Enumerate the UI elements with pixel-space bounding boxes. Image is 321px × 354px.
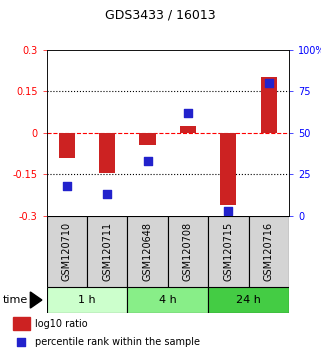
Bar	[208, 216, 248, 287]
Text: GSM120715: GSM120715	[223, 222, 233, 281]
Bar	[208, 287, 289, 313]
Text: GSM120711: GSM120711	[102, 222, 112, 281]
Point	[185, 110, 190, 116]
Point	[105, 192, 110, 197]
Polygon shape	[30, 292, 42, 308]
Bar	[13, 317, 30, 330]
Bar	[87, 216, 127, 287]
Point	[266, 80, 271, 86]
Text: GSM120708: GSM120708	[183, 222, 193, 281]
Bar	[261, 77, 277, 133]
Text: time: time	[3, 295, 29, 305]
Bar	[248, 216, 289, 287]
Text: 24 h: 24 h	[236, 295, 261, 305]
Text: GSM120648: GSM120648	[143, 222, 152, 281]
Bar	[180, 126, 196, 133]
Bar	[220, 133, 236, 205]
Point	[226, 208, 231, 214]
Point	[64, 183, 69, 189]
Bar	[127, 287, 208, 313]
Text: GDS3433 / 16013: GDS3433 / 16013	[105, 9, 216, 22]
Text: 1 h: 1 h	[78, 295, 96, 305]
Text: log10 ratio: log10 ratio	[35, 319, 87, 329]
Bar	[139, 133, 156, 145]
Text: GSM120710: GSM120710	[62, 222, 72, 281]
Bar	[59, 133, 75, 158]
Point	[18, 339, 23, 345]
Bar	[168, 216, 208, 287]
Text: GSM120716: GSM120716	[264, 222, 274, 281]
Point	[145, 158, 150, 164]
Bar	[127, 216, 168, 287]
Bar	[47, 287, 127, 313]
Bar	[99, 133, 115, 173]
Text: percentile rank within the sample: percentile rank within the sample	[35, 337, 200, 347]
Bar	[47, 216, 87, 287]
Text: 4 h: 4 h	[159, 295, 177, 305]
